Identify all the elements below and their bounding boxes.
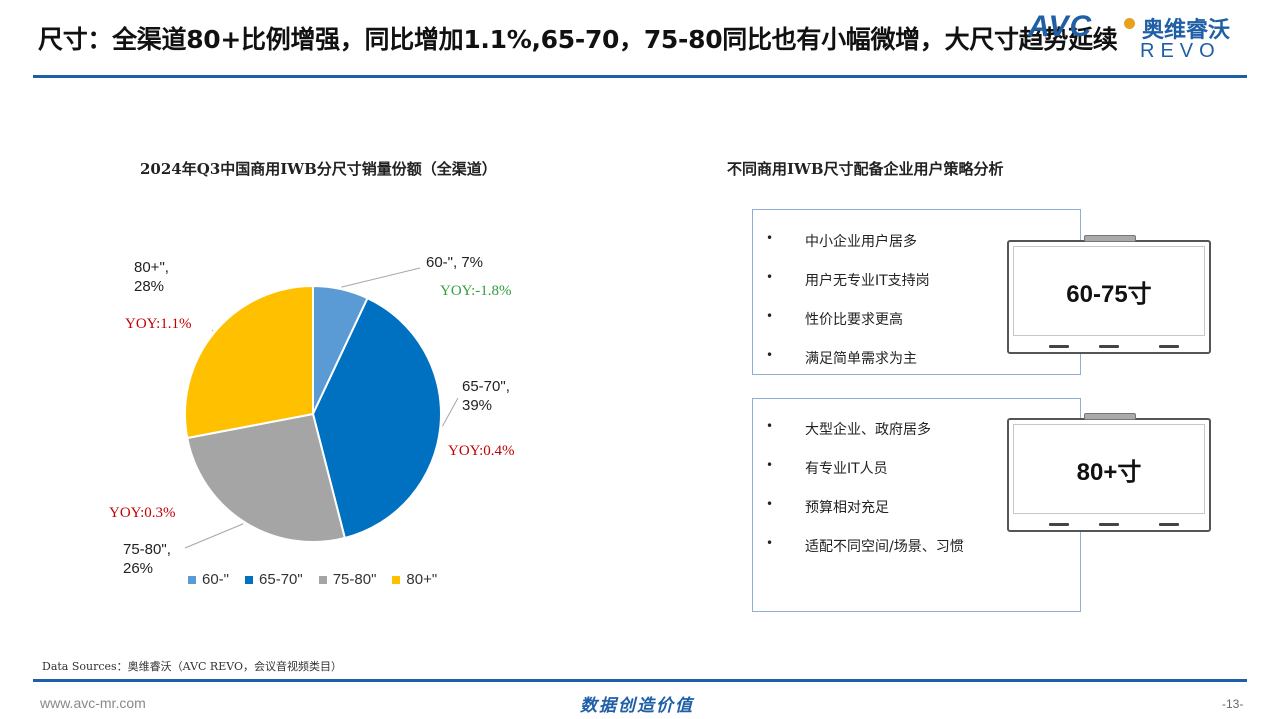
slice-label-65-70: 65-70", 39% [462, 378, 510, 414]
legend-swatch-75-80 [318, 575, 327, 584]
chart-legend: 60-" 65-70" 75-80" 80+" [188, 571, 437, 588]
legend-item: 60-" [188, 571, 229, 588]
list-item: • 性价比要求更高 [766, 309, 903, 328]
pie-slice-3 [184, 284, 314, 440]
logo-avc-text: AVC [1028, 10, 1093, 43]
legend-swatch-80plus [392, 575, 401, 584]
legend-item: 75-80" [318, 571, 376, 588]
slice-yoy-65-70: YOY:0.4% [448, 443, 515, 459]
slice-label-75-80: 75-80", 26% [123, 541, 171, 577]
footer-divider [33, 679, 1247, 682]
logo-revo-text: REVO [1140, 40, 1221, 62]
footer-slogan: 数据创造价值 [580, 696, 694, 716]
slice-yoy-80plus: YOY:1.1% [125, 316, 192, 332]
logo-dot-icon [1124, 18, 1135, 29]
leader-line-3 [211, 329, 214, 332]
slice-label-60: 60-", 7% [426, 254, 484, 271]
list-item: • 中小企业用户居多 [766, 231, 917, 250]
list-item: • 用户无专业IT支持岗 [766, 270, 930, 289]
list-item: • 大型企业、政府居多 [766, 419, 931, 438]
chart-title: 2024年Q3中国商用IWB分尺寸销量份额（全渠道） [140, 160, 497, 178]
legend-item: 65-70" [245, 571, 303, 588]
display-icon-small: 60-75寸 [1007, 235, 1211, 354]
pie-slice-2 [186, 412, 347, 543]
slice-yoy-60: YOY:-1.8% [440, 283, 512, 299]
leader-line-2 [184, 523, 244, 549]
page-title: 尺寸：全渠道80+比例增强，同比增加1.1%,65-70，75-80同比也有小幅… [38, 25, 1118, 54]
data-source: Data Sources：奥维睿沃（AVC REVO，会议音视频类目） [42, 660, 343, 673]
page-number: -13- [1222, 697, 1244, 711]
list-item: • 适配不同空间/场景、习惯 [766, 536, 964, 555]
list-item: • 满足简单需求为主 [766, 348, 917, 367]
header-divider [33, 75, 1247, 78]
strategy-list-small: • 中小企业用户居多 • 用户无专业IT支持岗 • 性价比要求更高 • 满足简单需求为主 [752, 231, 1012, 387]
size-label-large: 80+寸 [1076, 458, 1142, 486]
list-item: • 预算相对充足 [766, 497, 889, 516]
legend-swatch-60 [188, 575, 196, 584]
list-item: • 有专业IT人员 [766, 458, 888, 477]
slice-label-80plus: 80+", 28% [134, 259, 169, 295]
size-label-small: 60-75寸 [1066, 280, 1152, 308]
logo-cn-text: 奥维睿沃 [1142, 18, 1231, 43]
panel-title: 不同商用IWB尺寸配备企业用户策略分析 [727, 160, 1004, 178]
pie-slice-1 [311, 296, 442, 540]
leader-line-1 [441, 397, 459, 427]
legend-swatch-65-70 [245, 575, 254, 584]
footer-url[interactable]: www.avc-mr.com [40, 695, 146, 711]
leader-line-0 [341, 267, 421, 288]
display-icon-large: 80+寸 [1007, 413, 1211, 532]
slice-yoy-75-80: YOY:0.3% [109, 505, 176, 521]
strategy-list-large: • 大型企业、政府居多 • 有专业IT人员 • 预算相对充足 • 适配不同空间/场景、习… [752, 419, 1012, 575]
legend-item: 80+" [392, 571, 437, 588]
